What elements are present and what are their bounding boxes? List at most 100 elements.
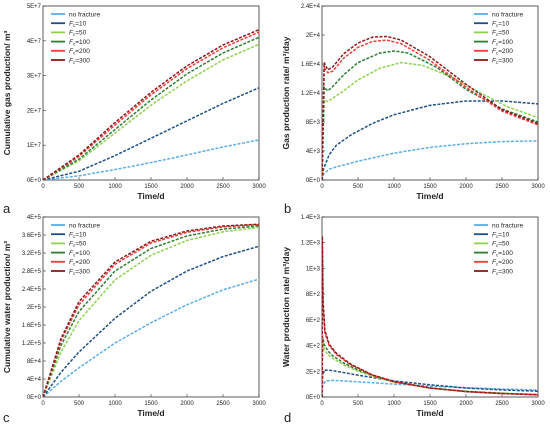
chart-panel-d: 0 500 1000 1500 2000 2500 3000 0E+0 2E+2 4E+2 6E+2… bbox=[281, 215, 545, 425]
x-tick-label: 1500 bbox=[423, 184, 437, 190]
y-tick-label: 5E+7 bbox=[27, 4, 42, 10]
series-line-0 bbox=[43, 278, 259, 397]
legend-symbol-sub: c bbox=[73, 32, 76, 37]
legend-symbol-sub: c bbox=[496, 41, 499, 46]
x-tick-label: 1500 bbox=[423, 401, 437, 407]
legend-label-2: Fc=50 bbox=[492, 30, 510, 38]
y-tick-label: 4E+4 bbox=[27, 377, 42, 383]
legend-value: =50 bbox=[498, 30, 509, 37]
x-tick-label: 1000 bbox=[387, 184, 401, 190]
x-tick-label: 500 bbox=[74, 401, 85, 407]
x-tick-label: 1500 bbox=[144, 401, 158, 407]
y-tick-label: 0E+0 bbox=[27, 178, 42, 184]
legend-symbol-f: F bbox=[69, 259, 74, 266]
y-tick-label: 3.2E+5 bbox=[22, 251, 42, 257]
legend-label-0: no fracture bbox=[492, 11, 523, 18]
y-tick-label: 4E+2 bbox=[306, 344, 321, 350]
series-line-5 bbox=[322, 35, 538, 180]
y-tick-label: 4E+5 bbox=[27, 215, 42, 221]
chart-panel-c: 0 500 1000 1500 2000 2500 3000 0E+0 4E+4 8E+4 1.2E… bbox=[2, 215, 266, 425]
y-tick-label: 1.4E+3 bbox=[301, 215, 321, 221]
x-tick-label: 2000 bbox=[459, 401, 473, 407]
y-tick-label: 2E+2 bbox=[306, 369, 321, 375]
legend-label-1: Fc=10 bbox=[492, 21, 510, 29]
legend-symbol-sub: c bbox=[496, 252, 499, 257]
legend-value: =10 bbox=[75, 232, 86, 239]
legend-symbol-f: F bbox=[492, 39, 497, 46]
legend-symbol-f: F bbox=[492, 241, 497, 248]
legend-label-2: Fc=50 bbox=[492, 241, 510, 249]
y-tick-label: 2E+7 bbox=[27, 108, 42, 114]
series-line-5 bbox=[43, 223, 259, 397]
legend-symbol-f: F bbox=[492, 30, 497, 37]
series-line-4 bbox=[322, 39, 538, 180]
y-tick-label: 4E+7 bbox=[27, 39, 42, 45]
legend-symbol-sub: c bbox=[496, 51, 499, 56]
legend-symbol-f: F bbox=[69, 39, 74, 46]
legend-value: =100 bbox=[75, 250, 90, 257]
y-tick-label: 4E+3 bbox=[306, 149, 321, 155]
legend-label-4: Fc=200 bbox=[69, 259, 90, 267]
x-tick-label: 3000 bbox=[531, 401, 545, 407]
legend-value: =100 bbox=[498, 250, 513, 257]
legend-symbol-sub: c bbox=[73, 243, 76, 248]
series-line-2 bbox=[43, 43, 259, 180]
legend-symbol-sub: c bbox=[73, 23, 76, 28]
legend-value: =300 bbox=[75, 57, 90, 64]
series-line-3 bbox=[43, 36, 259, 180]
panel-letter: d bbox=[284, 410, 291, 425]
legend-symbol-sub: c bbox=[73, 252, 76, 257]
x-tick-label: 1000 bbox=[387, 401, 401, 407]
legend-value: =100 bbox=[498, 39, 513, 46]
series-line-0 bbox=[322, 379, 538, 397]
legend-symbol-f: F bbox=[69, 48, 74, 55]
legend-label-0: no fracture bbox=[69, 222, 100, 229]
legend-label-2: Fc=50 bbox=[69, 241, 87, 249]
legend-symbol-f: F bbox=[492, 232, 497, 239]
legend-symbol-sub: c bbox=[73, 51, 76, 56]
x-tick-label: 2500 bbox=[216, 184, 230, 190]
y-tick-label: 1E+3 bbox=[306, 266, 321, 272]
y-tick-label: 1.6E+5 bbox=[22, 323, 42, 329]
series-line-3 bbox=[322, 50, 538, 180]
legend-label-0: no fracture bbox=[492, 222, 523, 229]
x-tick-label: 3000 bbox=[252, 184, 266, 190]
y-tick-label: 1.2E+5 bbox=[22, 341, 42, 347]
y-axis-label: Water production rate/ m³/day bbox=[281, 247, 291, 367]
legend-symbol-sub: c bbox=[496, 243, 499, 248]
legend-value: =100 bbox=[75, 39, 90, 46]
legend-symbol-sub: c bbox=[73, 234, 76, 239]
legend-label-3: Fc=100 bbox=[492, 250, 513, 258]
x-axis-label: Time/d bbox=[137, 408, 164, 418]
series-line-4 bbox=[43, 223, 259, 397]
y-axis-label: Gas production rate/ m³/day bbox=[281, 36, 291, 149]
panel-letter: c bbox=[3, 410, 10, 425]
y-tick-label: 8E+3 bbox=[306, 120, 321, 126]
legend-symbol-sub: c bbox=[496, 271, 499, 276]
legend-value: =200 bbox=[498, 259, 513, 266]
series-line-1 bbox=[322, 100, 538, 180]
series-line-1 bbox=[322, 369, 538, 397]
legend-symbol-f: F bbox=[69, 30, 74, 37]
legend-value: =10 bbox=[498, 232, 509, 239]
x-tick-label: 2500 bbox=[216, 401, 230, 407]
y-tick-label: 0E+0 bbox=[27, 395, 42, 401]
x-tick-label: 1000 bbox=[108, 184, 122, 190]
legend-symbol-sub: c bbox=[496, 262, 499, 267]
legend-symbol-f: F bbox=[69, 250, 74, 257]
x-axis-label: Time/d bbox=[416, 408, 443, 418]
legend-value: =50 bbox=[75, 30, 86, 37]
legend-label-2: Fc=50 bbox=[69, 30, 87, 38]
legend-label-0: no fracture bbox=[69, 11, 100, 18]
legend-symbol-sub: c bbox=[73, 262, 76, 267]
legend-label-5: Fc=300 bbox=[69, 57, 90, 65]
y-tick-label: 1E+7 bbox=[27, 143, 42, 149]
panel-letter: a bbox=[3, 201, 11, 216]
legend-symbol-sub: c bbox=[73, 271, 76, 276]
legend-value: =300 bbox=[498, 57, 513, 64]
